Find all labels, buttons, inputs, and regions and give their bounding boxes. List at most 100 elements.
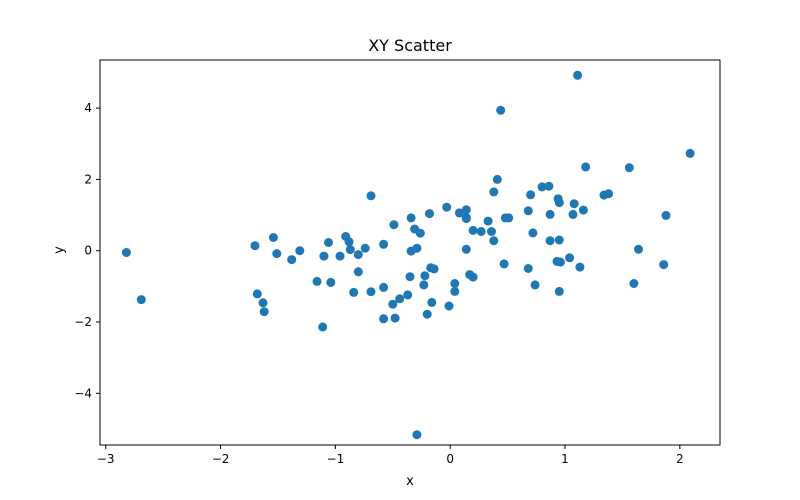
scatter-point xyxy=(565,253,575,263)
scatter-point xyxy=(624,163,634,173)
scatter-point xyxy=(523,206,533,216)
scatter-point xyxy=(537,182,547,192)
scatter-point xyxy=(573,70,583,80)
scatter-point xyxy=(422,309,432,319)
scatter-point xyxy=(353,250,363,260)
scatter-point xyxy=(634,244,643,254)
scatter-point xyxy=(349,287,359,297)
plot-area-frame xyxy=(99,59,721,446)
x-axis-label: x xyxy=(406,474,414,489)
scatter-point xyxy=(272,249,282,259)
scatter-point xyxy=(312,276,322,286)
scatter-point xyxy=(554,286,564,296)
scatter-point xyxy=(335,251,345,261)
x-tick-label: −1 xyxy=(327,452,345,466)
x-tick-label: 1 xyxy=(561,452,569,466)
scatter-point xyxy=(454,208,464,218)
scatter-point xyxy=(250,241,260,251)
scatter-point xyxy=(429,264,439,274)
scatter-point xyxy=(379,239,389,249)
scatter-point xyxy=(545,209,555,219)
scatter-point xyxy=(461,214,471,224)
scatter-point xyxy=(121,248,131,257)
scatter-point xyxy=(415,228,425,238)
scatter-point xyxy=(523,264,533,273)
scatter-point xyxy=(487,227,496,236)
scatter-point xyxy=(661,210,671,220)
scatter-point xyxy=(581,162,591,172)
scatter-point xyxy=(389,220,399,230)
x-tick-label: −2 xyxy=(212,452,230,466)
data-points xyxy=(121,70,695,440)
scatter-point xyxy=(252,289,262,299)
scatter-point xyxy=(545,236,555,246)
scatter-point xyxy=(319,251,329,261)
scatter-point xyxy=(496,105,506,115)
scatter-point xyxy=(259,307,269,317)
scatter-point xyxy=(405,272,415,282)
scatter-point xyxy=(461,244,471,254)
scatter-point xyxy=(461,205,471,215)
scatter-point xyxy=(318,322,328,332)
scatter-point xyxy=(569,199,579,209)
scatter-point xyxy=(287,255,297,265)
scatter-point xyxy=(442,202,452,212)
y-tick-label: −4 xyxy=(74,386,92,400)
scatter-point xyxy=(420,271,430,281)
scatter-point xyxy=(395,294,405,304)
y-tick-label: 2 xyxy=(84,172,92,186)
scatter-point xyxy=(685,148,695,158)
scatter-point xyxy=(476,227,486,236)
scatter-point xyxy=(379,314,389,324)
scatter-point xyxy=(528,228,538,238)
scatter-point xyxy=(403,290,413,300)
scatter-point xyxy=(324,238,333,247)
scatter-point xyxy=(468,272,478,282)
scatter-point xyxy=(468,225,478,235)
scatter-point xyxy=(483,216,493,226)
scatter-point xyxy=(444,301,454,311)
scatter-point xyxy=(575,262,585,272)
scatter-point xyxy=(526,190,536,200)
scatter-point xyxy=(268,233,278,242)
scatter-point xyxy=(379,282,389,292)
scatter-point xyxy=(419,280,429,290)
scatter-point xyxy=(450,286,460,296)
scatter-point xyxy=(499,259,509,269)
scatter-point xyxy=(258,298,268,308)
scatter-point xyxy=(544,181,554,191)
y-tick-label: 0 xyxy=(84,244,92,258)
scatter-point xyxy=(629,279,639,288)
y-axis-label: y xyxy=(52,246,67,254)
y-tick-label: 4 xyxy=(84,101,92,115)
scatter-point xyxy=(388,299,398,309)
scatter-point xyxy=(554,198,564,208)
x-tick-label: 2 xyxy=(676,452,684,466)
scatter-point xyxy=(353,267,363,277)
scatter-point xyxy=(555,257,565,267)
scatter-point xyxy=(406,213,416,223)
x-tick-label: −3 xyxy=(97,452,115,466)
x-tick-label: 0 xyxy=(446,452,454,466)
y-tick-label: −2 xyxy=(74,315,92,329)
scatter-point xyxy=(366,191,376,201)
scatter-point xyxy=(366,287,376,297)
scatter-point xyxy=(425,209,434,219)
scatter-point xyxy=(412,243,422,253)
scatter-point xyxy=(360,243,370,253)
axis-ticks: −3 −2 −1 0 1 2 −4 −2 0 2 4 xyxy=(74,101,683,466)
chart-title: XY Scatter xyxy=(368,36,452,55)
scatter-point xyxy=(578,205,588,215)
scatter-point xyxy=(568,209,578,219)
scatter-point xyxy=(412,430,422,440)
scatter-point xyxy=(450,279,460,288)
scatter-point xyxy=(326,277,336,287)
scatter-point xyxy=(504,213,514,223)
scatter-point xyxy=(489,236,499,246)
scatter-point xyxy=(530,280,540,290)
scatter-point xyxy=(136,295,146,305)
scatter-point xyxy=(344,237,354,247)
scatter-point xyxy=(604,189,614,199)
scatter-point xyxy=(427,297,437,307)
